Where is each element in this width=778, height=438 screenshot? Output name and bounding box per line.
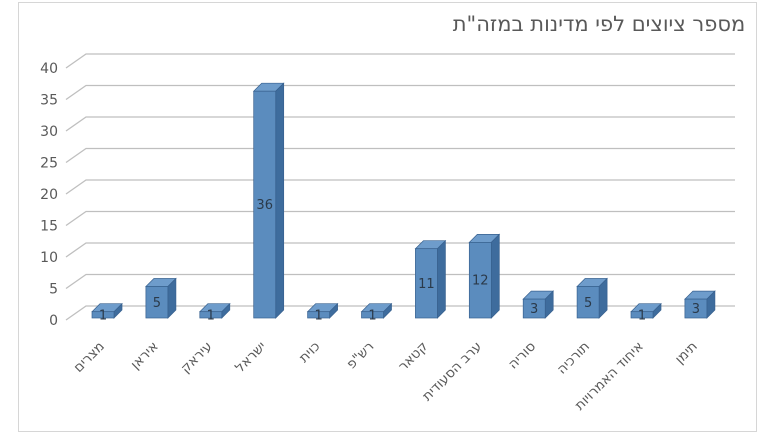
x-axis-category-label: ישראל <box>232 339 269 376</box>
bar <box>522 298 546 319</box>
x-axis-category-label: קטאר <box>395 339 431 375</box>
y-axis-tick-label: 30 <box>40 124 58 140</box>
chart-frame <box>18 2 757 432</box>
bar-data-label: 12 <box>472 274 489 289</box>
x-axis-category-label: כוית <box>296 339 323 366</box>
bar-side-face <box>275 82 285 319</box>
x-axis-category-label: סוריה <box>505 338 539 372</box>
bar <box>415 248 438 319</box>
y-axis-tick-label: 5 <box>49 282 58 298</box>
bar-data-label: 5 <box>584 296 592 311</box>
y-axis-tick-label: 25 <box>40 156 58 172</box>
bar <box>91 311 115 319</box>
gridline <box>65 53 735 69</box>
x-axis-category-label: רש"פ <box>344 339 378 373</box>
bar-data-label: 1 <box>314 308 322 323</box>
bar-data-label: 1 <box>368 308 376 323</box>
gridline <box>65 242 735 258</box>
x-axis-category-label: תורכיה <box>554 339 593 378</box>
bar <box>361 311 384 319</box>
bar-data-label: 5 <box>153 296 161 311</box>
y-axis-tick-label: 0 <box>49 313 58 329</box>
bar-side-face <box>437 239 446 319</box>
x-axis-category-label: מצרים <box>71 339 108 376</box>
gridline <box>65 179 735 195</box>
y-axis-tick-label: 35 <box>40 93 58 109</box>
gridline <box>65 84 735 101</box>
y-axis-tick-label: 20 <box>40 187 58 203</box>
bar <box>145 286 169 319</box>
gridline <box>65 147 735 164</box>
x-axis-category-label: איראן <box>128 339 162 373</box>
bar-data-label: 1 <box>99 308 107 323</box>
y-axis-tick-label: 15 <box>40 219 58 235</box>
bar-data-label: 3 <box>692 302 700 317</box>
bar-data-label: 36 <box>256 198 273 213</box>
gridline <box>65 116 735 132</box>
bar <box>684 298 708 319</box>
bar <box>468 242 492 319</box>
bar <box>307 311 330 319</box>
gridline <box>65 273 735 290</box>
bar-data-label: 11 <box>418 277 435 292</box>
bar <box>199 311 223 319</box>
y-axis-tick-label: 10 <box>40 250 58 266</box>
gridline <box>65 210 735 227</box>
chart-title: מספר ציוצים לפי מדינות במזה"ת <box>452 12 746 36</box>
bar <box>630 311 654 319</box>
bar-data-label: 1 <box>638 308 646 323</box>
bar-data-label: 1 <box>207 308 215 323</box>
x-axis-category-label: תימן <box>672 339 701 368</box>
gridline <box>65 305 735 321</box>
bar-side-face <box>490 233 500 319</box>
bar <box>253 90 277 319</box>
x-axis-category-label: עיראק <box>178 339 216 377</box>
y-axis-tick-label: 40 <box>40 61 58 77</box>
bar <box>576 286 600 319</box>
bar-data-label: 3 <box>530 302 538 317</box>
